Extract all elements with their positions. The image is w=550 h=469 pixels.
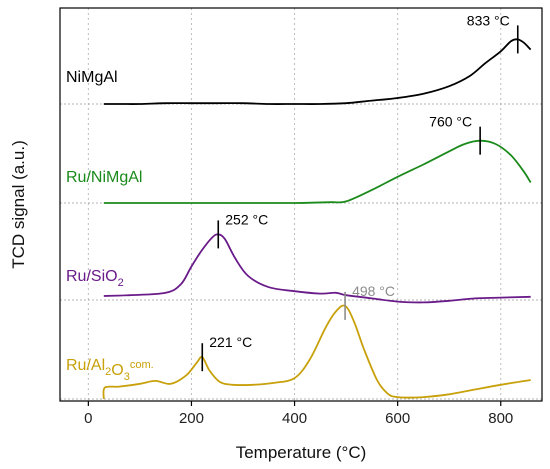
x-tick-label: 600 (385, 410, 410, 427)
series-line-0 (103, 38, 532, 105)
series-label: Ru/NiMgAl (66, 169, 142, 186)
peak-label: 221 °C (209, 334, 252, 350)
series-label: Ru/SiO2 (66, 268, 124, 289)
series-label: Ru/Al2O3com. (66, 357, 154, 383)
x-tick-label: 200 (179, 410, 204, 427)
series-label: NiMgAl (66, 69, 118, 86)
peak-label: 252 °C (225, 211, 268, 227)
series-line-2 (103, 233, 531, 304)
baselines (60, 103, 542, 400)
x-axis-title: Temperature (°C) (236, 443, 367, 462)
x-tick-label: 400 (282, 410, 307, 427)
peak-label: 760 °C (429, 114, 472, 130)
series-line-3 (102, 304, 531, 400)
peak-label: 833 °C (467, 12, 510, 28)
grid-lines (87, 8, 502, 401)
x-axis-ticks: 0 200 400 600 800 (84, 401, 513, 427)
peak-markers: 833 °C 760 °C 252 °C 221 °C 498 °C (201, 12, 519, 372)
plot-frame (59, 7, 543, 402)
series-line-1 (103, 139, 532, 204)
peak-label: 498 °C (352, 283, 395, 299)
series-curves (102, 38, 532, 400)
series-labels: NiMgAl Ru/NiMgAl Ru/SiO2 Ru/Al2O3com. (66, 69, 154, 383)
y-axis-title: TCD signal (a.u.) (9, 140, 28, 268)
x-tick-label: 800 (488, 410, 513, 427)
x-tick-label: 0 (84, 410, 92, 427)
